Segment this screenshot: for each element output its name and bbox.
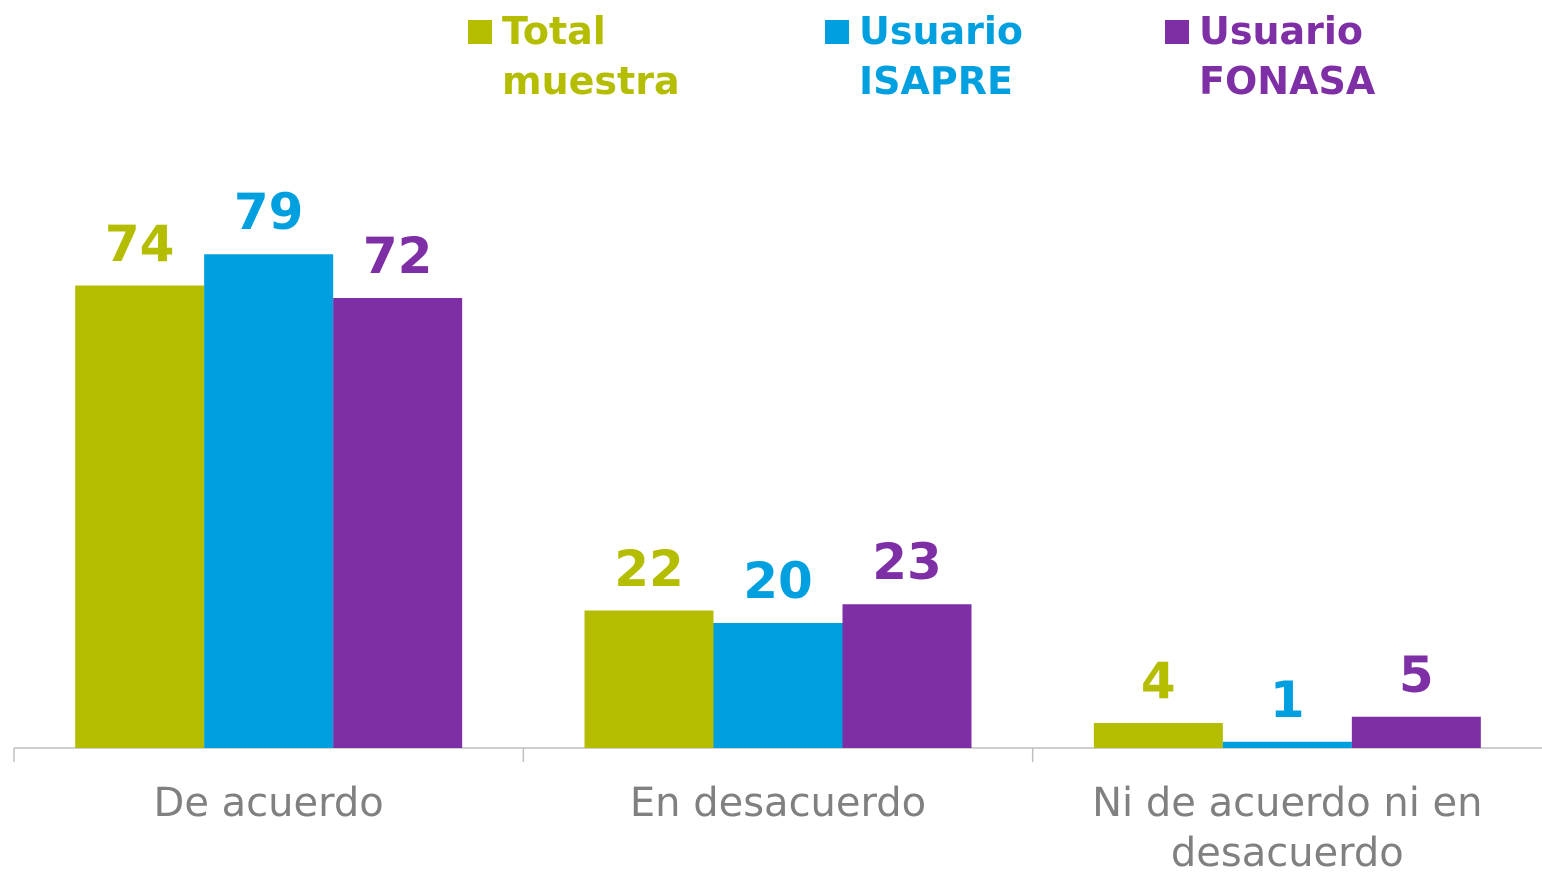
- data-label: 72: [362, 227, 433, 285]
- x-tick-label: Ni de acuerdo ni en desacuerdo: [1092, 780, 1483, 874]
- bar: [333, 298, 463, 748]
- x-tick-label: De acuerdo: [153, 780, 384, 826]
- bar: [842, 604, 972, 748]
- data-label: 79: [233, 183, 304, 242]
- data-label: 1: [1269, 670, 1305, 729]
- bar: [1222, 741, 1352, 748]
- bar: [75, 285, 205, 748]
- legend-swatch: [1165, 20, 1189, 44]
- data-label: 23: [872, 533, 942, 592]
- data-label: 74: [104, 214, 175, 273]
- data-label: 22: [614, 539, 684, 598]
- bar: [713, 623, 843, 748]
- legend-swatch: [825, 20, 849, 44]
- legend-label: Usuario FONASA: [1199, 9, 1376, 103]
- legend-swatch: [468, 20, 492, 44]
- legend-label: Usuario ISAPRE: [859, 9, 1024, 103]
- x-tick-label: En desacuerdo: [629, 780, 927, 826]
- legend-label: Total muestra: [502, 9, 680, 103]
- data-label: 20: [743, 552, 813, 610]
- bar: [1351, 716, 1481, 748]
- data-label: 4: [1140, 652, 1176, 710]
- bar: [1093, 723, 1223, 748]
- bar: [204, 254, 334, 748]
- data-label: 5: [1398, 645, 1434, 704]
- bar: [584, 610, 714, 748]
